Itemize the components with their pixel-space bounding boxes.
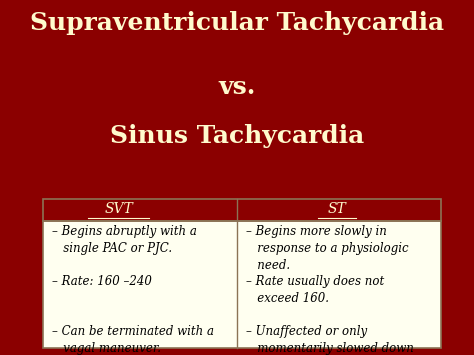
Text: SVT: SVT [104,202,133,216]
Text: – Rate: 160 –240: – Rate: 160 –240 [52,275,152,288]
Text: Supraventricular Tachycardia: Supraventricular Tachycardia [30,11,444,35]
Text: – Begins more slowly in
   response to a physiologic
   need.: – Begins more slowly in response to a ph… [246,225,409,272]
Text: vs.: vs. [219,75,255,99]
Text: – Can be terminated with a
   vagal maneuver.: – Can be terminated with a vagal maneuve… [52,325,214,355]
Bar [43,199,441,221]
Text: – Begins abruptly with a
   single PAC or PJC.: – Begins abruptly with a single PAC or P… [52,225,197,256]
Text: ST: ST [327,202,346,216]
Text: – Unaffected or only
   momentarily slowed down
   by a vagal maneuver: – Unaffected or only momentarily slowed … [246,325,414,355]
Bar [43,221,441,348]
Text: – Rate usually does not
   exceed 160.: – Rate usually does not exceed 160. [246,275,385,305]
Text: Sinus Tachycardia: Sinus Tachycardia [110,124,364,148]
